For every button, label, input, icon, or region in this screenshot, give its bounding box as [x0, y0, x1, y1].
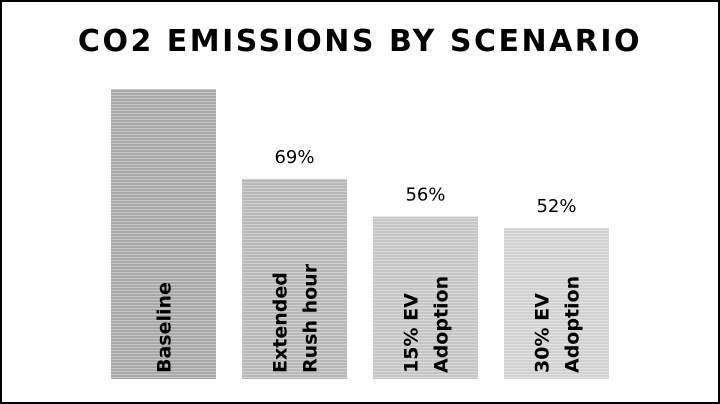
category-label-2-1: Adoption	[431, 276, 453, 373]
category-label-2-0: 15% EV	[401, 293, 423, 373]
bar-texture-3	[504, 228, 609, 379]
data-label-1: 69%	[274, 147, 314, 168]
bar-texture-2	[373, 216, 478, 379]
category-label-1-0: Extended	[270, 272, 292, 373]
data-label-3: 52%	[536, 196, 576, 217]
category-label-3-1: Adoption	[562, 276, 584, 373]
bar-texture-0	[111, 89, 216, 379]
data-label-2: 56%	[405, 185, 445, 206]
category-label-0-0: Baseline	[154, 282, 176, 373]
chart-title: CO2 EMISSIONS BY SCENARIO	[77, 24, 643, 59]
category-label-1-1: Rush hour	[300, 263, 322, 373]
bars-group: Baseline 69% Extended Rush hour 56% 15% EV Ado…	[111, 89, 609, 379]
bar-texture-1	[242, 178, 347, 379]
category-label-3-0: 30% EV	[532, 293, 554, 373]
